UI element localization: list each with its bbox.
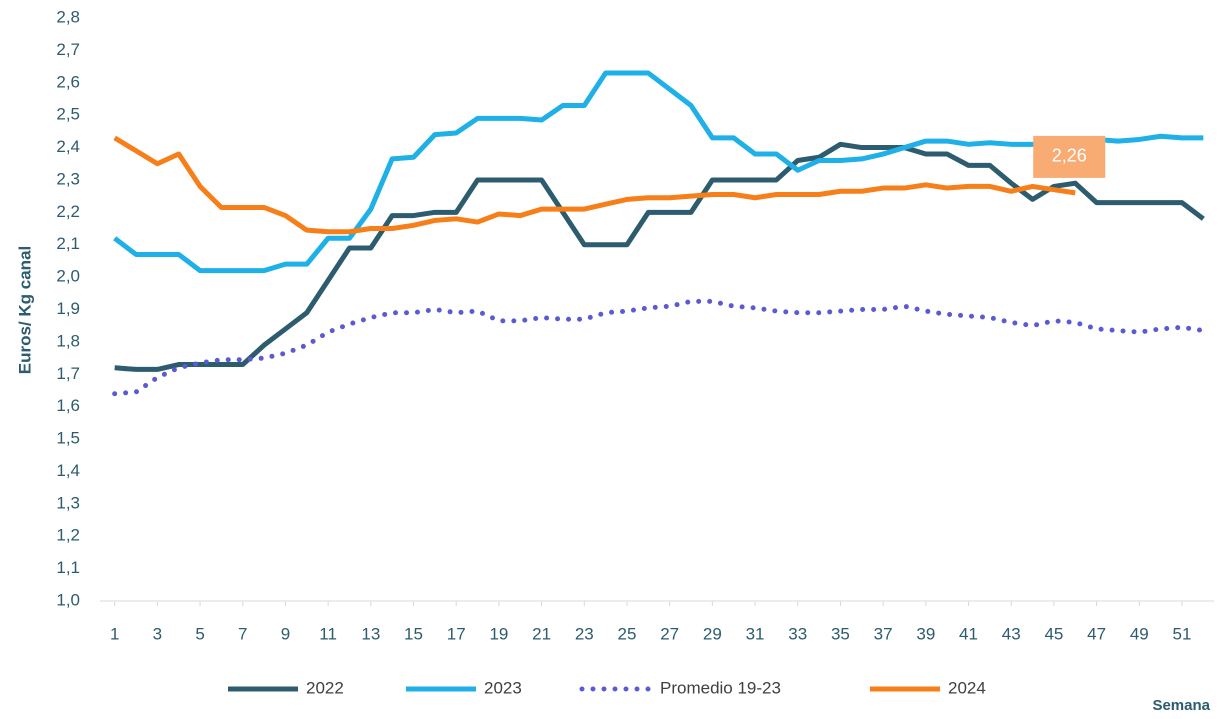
series-line: [114, 141, 1205, 372]
y-tick-label: 2,8: [56, 7, 80, 26]
x-tick-label: 41: [959, 624, 978, 643]
y-tick-label: 1,0: [56, 590, 80, 609]
x-tick-label: 49: [1130, 624, 1149, 643]
y-tick-label: 1,9: [56, 299, 80, 318]
y-tick-label: 2,2: [56, 202, 80, 221]
x-tick-label: 17: [447, 624, 466, 643]
x-tick-label: 35: [831, 624, 850, 643]
y-tick-label: 1,8: [56, 331, 80, 350]
y-tick-label: 1,4: [56, 461, 80, 480]
legend-label: 2022: [306, 678, 344, 697]
x-tick-label: 27: [660, 624, 679, 643]
series-line: [113, 70, 1204, 274]
x-tick-label: 29: [703, 624, 722, 643]
y-tick-label: 2,7: [56, 40, 80, 59]
y-tick-label: 2,1: [56, 234, 80, 253]
y-tick-label: 1,2: [56, 526, 80, 545]
x-tick-label: 47: [1087, 624, 1106, 643]
series-line: [112, 298, 1206, 397]
x-tick-label: 25: [618, 624, 637, 643]
series-line: [113, 135, 1076, 235]
x-tick-label: 31: [746, 624, 765, 643]
legend-label: Promedio 19-23: [660, 678, 781, 697]
x-tick-label: 7: [238, 624, 247, 643]
y-tick-label: 2,4: [56, 137, 80, 156]
x-tick-label: 45: [1044, 624, 1063, 643]
y-tick-label: 1,6: [56, 396, 80, 415]
y-tick-label: 2,5: [56, 105, 80, 124]
y-tick-label: 1,5: [56, 429, 80, 448]
x-tick-label: 9: [281, 624, 290, 643]
x-tick-label: 1: [110, 624, 119, 643]
legend-label: 2024: [948, 678, 986, 697]
x-tick-label: 43: [1002, 624, 1021, 643]
x-tick-label: 23: [575, 624, 594, 643]
x-tick-label: 21: [532, 624, 551, 643]
x-tick-label: 15: [404, 624, 423, 643]
y-tick-label: 2,0: [56, 267, 80, 286]
x-tick-label: 37: [874, 624, 893, 643]
x-tick-label: 3: [153, 624, 162, 643]
x-tick-label: 13: [361, 624, 380, 643]
x-tick-label: 51: [1173, 624, 1192, 643]
y-tick-label: 2,6: [56, 72, 80, 91]
x-tick-label: 33: [788, 624, 807, 643]
x-axis-title: Semana: [1152, 697, 1210, 714]
x-tick-label: 19: [489, 624, 508, 643]
y-tick-label: 1,7: [56, 364, 80, 383]
data-label: 2,26: [1052, 146, 1087, 166]
x-tick-label: 11: [319, 624, 337, 643]
x-tick-label: 5: [195, 624, 204, 643]
legend-label: 2023: [484, 678, 522, 697]
y-tick-label: 2,3: [56, 169, 80, 188]
x-tick-label: 39: [916, 624, 935, 643]
y-tick-label: 1,1: [56, 558, 80, 577]
y-axis-title: Euros/ Kg canal: [15, 246, 34, 374]
data-label-box: [1033, 135, 1106, 178]
y-tick-label: 1,3: [56, 493, 80, 512]
